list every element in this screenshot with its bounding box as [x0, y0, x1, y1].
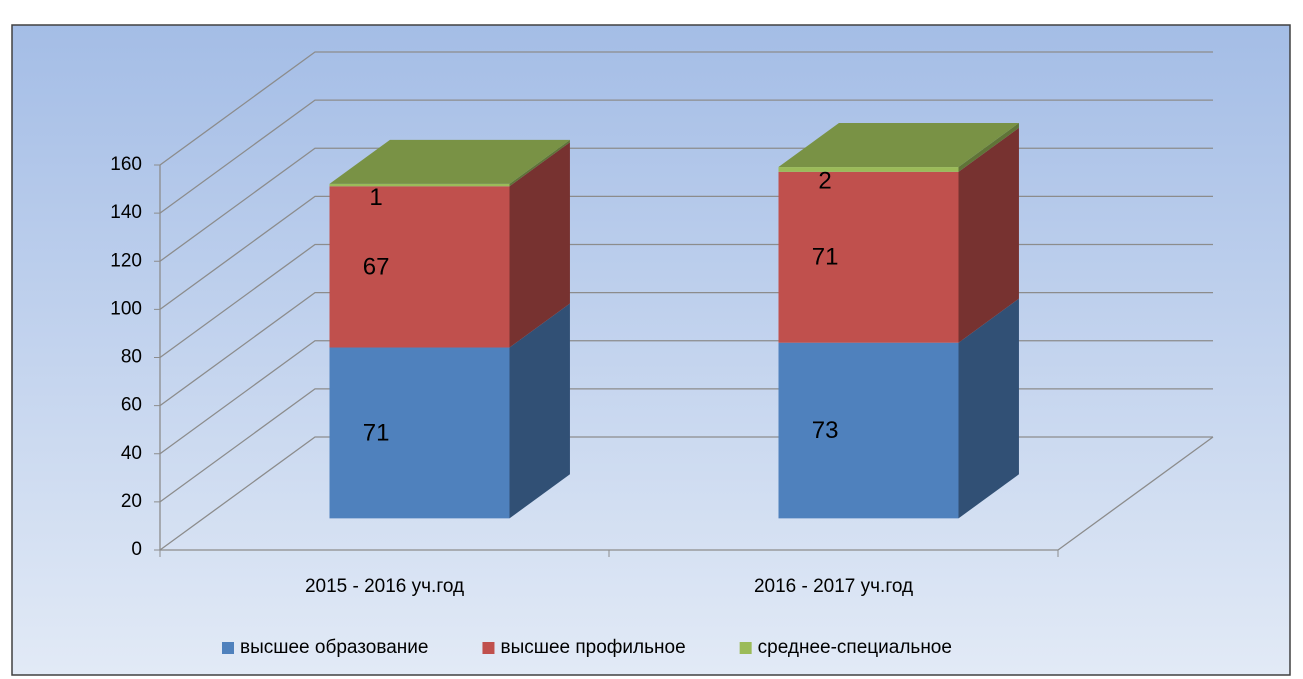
data-label: 71 [363, 419, 390, 446]
y-tick-label: 160 [110, 154, 142, 175]
y-tick-label: 100 [110, 298, 142, 319]
chart-area [11, 24, 1291, 676]
y-tick-label: 80 [121, 347, 142, 368]
legend-label: высшее образование [240, 637, 428, 658]
y-tick-label: 120 [110, 250, 142, 271]
y-tick-label: 40 [121, 443, 142, 464]
y-tick-label: 140 [110, 202, 142, 223]
data-label: 67 [363, 253, 390, 280]
grid-line [159, 51, 1213, 166]
bar-side [509, 142, 570, 348]
bar [778, 167, 959, 172]
bar [329, 186, 510, 348]
grid-line [159, 99, 1213, 214]
bar [778, 171, 959, 343]
bar-top [778, 122, 1019, 168]
bar-side [958, 127, 1019, 343]
y-tick-label: 20 [121, 491, 142, 512]
data-label: 73 [812, 417, 839, 444]
legend-label: высшее профильное [500, 637, 685, 658]
legend-label: среднее-специальное [758, 637, 952, 658]
y-tick-label: 0 [131, 539, 142, 560]
x-tick-label: 2016 - 2017 уч.год [754, 576, 913, 597]
data-label: 1 [369, 184, 382, 211]
legend-swatch [222, 642, 234, 654]
x-tick-label: 2015 - 2016 уч.год [305, 576, 464, 597]
bar-side [509, 303, 570, 519]
bar-side [958, 122, 1019, 172]
legend-swatch [482, 642, 495, 654]
bar-top [329, 139, 570, 184]
bar [778, 342, 959, 519]
legend-swatch [739, 642, 752, 654]
bar [329, 347, 510, 519]
bar [329, 183, 510, 187]
data-label: 71 [812, 244, 839, 271]
data-label: 2 [818, 167, 831, 194]
bar-side [958, 298, 1019, 519]
y-tick-label: 60 [121, 395, 142, 416]
bar-side [509, 139, 570, 187]
